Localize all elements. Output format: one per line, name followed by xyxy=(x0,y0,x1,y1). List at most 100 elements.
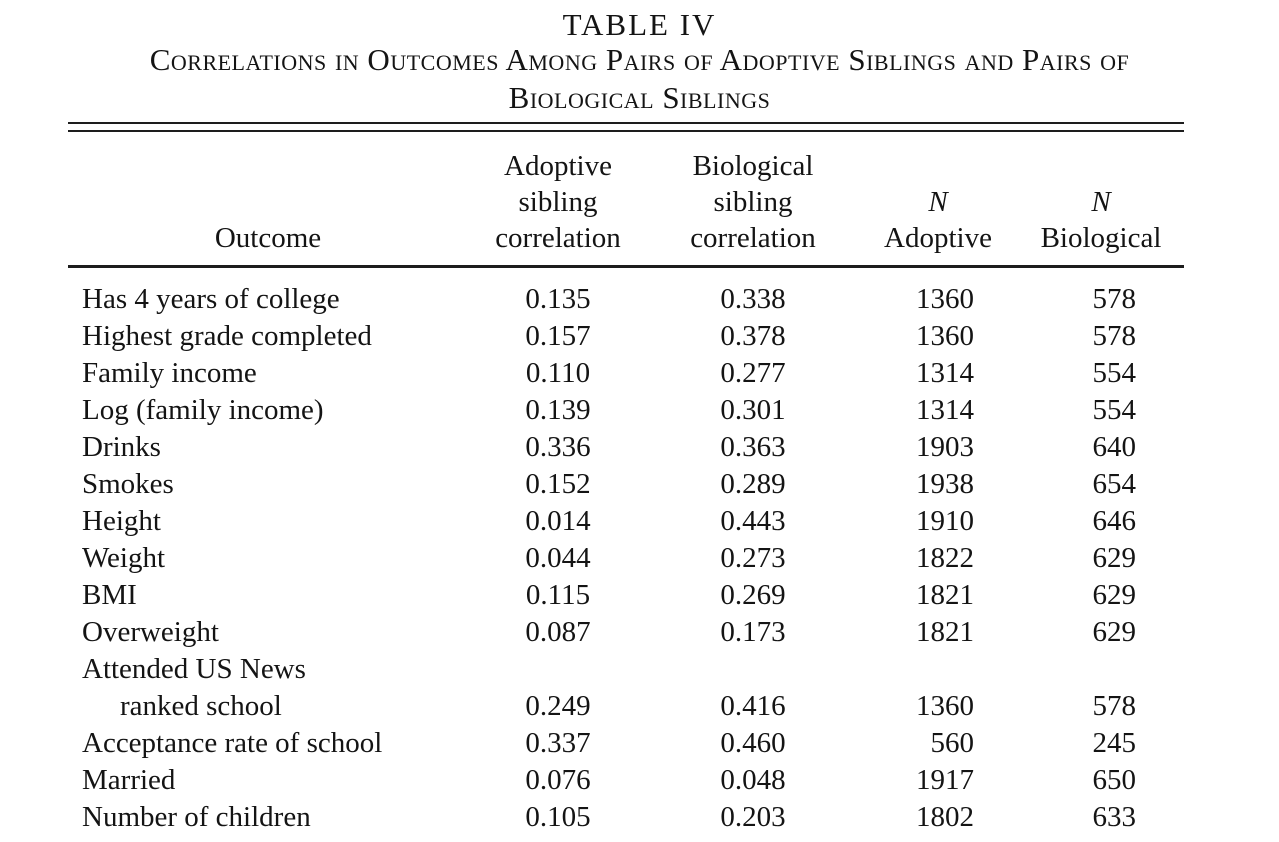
n-adoptive-cell: 1314 xyxy=(916,357,974,389)
n-biological-cell: 646 xyxy=(1092,505,1137,537)
header-line: sibling xyxy=(518,186,598,218)
adoptive-correlation-cell: 0.157 xyxy=(525,320,591,352)
biological-correlation-cell: 0.173 xyxy=(720,616,786,648)
table-row: Log (family income) 0.139 0.301 1314 554 xyxy=(68,392,1184,429)
biological-correlation-cell: 0.378 xyxy=(720,320,786,352)
adoptive-correlation-cell: 0.044 xyxy=(525,542,591,574)
table-body: Has 4 years of college 0.135 0.338 1360 578 H… xyxy=(68,267,1184,837)
table-row: Has 4 years of college 0.135 0.338 1360 578 xyxy=(68,267,1184,319)
column-header-n-biological: N Biological xyxy=(1018,140,1184,268)
n-adoptive-cell: 1360 xyxy=(916,283,974,315)
double-rule xyxy=(68,122,1184,132)
biological-correlation-cell: 0.416 xyxy=(720,690,786,722)
n-adoptive-cell: 1802 xyxy=(916,801,974,833)
biological-correlation-cell: 0.203 xyxy=(720,801,786,833)
n-adoptive-cell: 1360 xyxy=(916,320,974,352)
n-biological-cell: 633 xyxy=(1092,801,1137,833)
column-header-n-adoptive: N Adoptive xyxy=(858,140,1018,268)
header-line: correlation xyxy=(495,222,621,254)
biological-correlation-cell: 0.338 xyxy=(720,283,786,315)
header-line: Biological xyxy=(1040,222,1162,254)
outcome-cell: Height xyxy=(82,505,161,537)
column-header-biological-correlation: Biological sibling correlation xyxy=(648,140,858,268)
n-adoptive-cell: 1314 xyxy=(916,394,974,426)
table-row: Married 0.076 0.048 1917 650 xyxy=(68,762,1184,799)
adoptive-correlation-cell: 0.152 xyxy=(525,468,591,500)
table-row: Weight 0.044 0.273 1822 629 xyxy=(68,540,1184,577)
n-biological-cell: 629 xyxy=(1092,616,1137,648)
biological-correlation-cell xyxy=(648,651,858,688)
biological-correlation-cell: 0.289 xyxy=(720,468,786,500)
biological-correlation-cell: 0.048 xyxy=(720,764,786,796)
table-row: Highest grade completed 0.157 0.378 1360 578 xyxy=(68,318,1184,355)
adoptive-correlation-cell: 0.076 xyxy=(525,764,591,796)
outcome-cell: Smokes xyxy=(82,468,174,500)
n-biological-cell: 629 xyxy=(1092,542,1137,574)
biological-correlation-cell: 0.273 xyxy=(720,542,786,574)
adoptive-correlation-cell: 0.087 xyxy=(525,616,591,648)
n-adoptive-cell: 1910 xyxy=(916,505,974,537)
table-row: Overweight 0.087 0.173 1821 629 xyxy=(68,614,1184,651)
n-adoptive-cell: 1903 xyxy=(916,431,974,463)
outcome-cell: Overweight xyxy=(82,616,219,648)
n-biological-cell: 245 xyxy=(1092,727,1137,759)
n-biological-cell: 650 xyxy=(1092,764,1137,796)
outcome-cell: Drinks xyxy=(82,431,161,463)
biological-correlation-cell: 0.363 xyxy=(720,431,786,463)
table-row: Drinks 0.336 0.363 1903 640 xyxy=(68,429,1184,466)
outcome-cell: Married xyxy=(82,764,176,796)
subtitle-line-2: Biological Siblings xyxy=(508,80,771,115)
n-biological-cell: 578 xyxy=(1092,283,1137,315)
adoptive-correlation-cell: 0.336 xyxy=(525,431,591,463)
n-biological-cell: 654 xyxy=(1092,468,1137,500)
column-header-outcome: Outcome xyxy=(68,140,468,268)
adoptive-correlation-cell: 0.014 xyxy=(525,505,591,537)
table-row: Family income 0.110 0.277 1314 554 xyxy=(68,355,1184,392)
n-adoptive-cell: 1360 xyxy=(916,690,974,722)
n-adoptive-cell: 1822 xyxy=(916,542,974,574)
header-line: sibling xyxy=(713,186,793,218)
n-biological-cell: 629 xyxy=(1092,579,1137,611)
adoptive-correlation-cell: 0.105 xyxy=(525,801,591,833)
outcome-cell: Highest grade completed xyxy=(82,320,372,352)
outcome-cell: Has 4 years of college xyxy=(82,283,340,315)
outcome-cell: Attended US News xyxy=(82,653,306,685)
header-line: Outcome xyxy=(214,222,322,254)
adoptive-correlation-cell: 0.115 xyxy=(525,579,591,611)
biological-correlation-cell: 0.460 xyxy=(720,727,786,759)
biological-correlation-cell: 0.269 xyxy=(720,579,786,611)
n-biological-cell xyxy=(1018,651,1184,688)
adoptive-correlation-cell: 0.110 xyxy=(525,357,591,389)
biological-correlation-cell: 0.443 xyxy=(720,505,786,537)
correlations-table: Outcome Adoptive sibling correlation Bio… xyxy=(68,140,1184,836)
column-header-adoptive-correlation: Adoptive sibling correlation xyxy=(468,140,648,268)
header-line: Adoptive xyxy=(504,150,612,182)
subtitle-line-1: Correlations in Outcomes Among Pairs of … xyxy=(149,42,1130,77)
header-line-italic-n: N xyxy=(928,186,948,218)
n-biological-cell: 554 xyxy=(1092,357,1137,389)
outcome-cell: Acceptance rate of school xyxy=(82,727,383,759)
adoptive-correlation-cell: 0.249 xyxy=(525,690,591,722)
n-adoptive-cell: 1917 xyxy=(916,764,974,796)
outcome-cell: Family income xyxy=(82,357,257,389)
n-adoptive-cell: 1821 xyxy=(916,579,974,611)
n-biological-cell: 640 xyxy=(1092,431,1137,463)
biological-correlation-cell: 0.277 xyxy=(720,357,786,389)
header-line: correlation xyxy=(690,222,816,254)
n-adoptive-cell: 560 xyxy=(930,727,975,759)
header-line: Biological xyxy=(692,150,814,182)
table-row: Height 0.014 0.443 1910 646 xyxy=(68,503,1184,540)
table-row: ranked school 0.249 0.416 1360 578 xyxy=(68,688,1184,725)
adoptive-correlation-cell xyxy=(468,651,648,688)
outcome-cell: BMI xyxy=(82,579,137,611)
n-adoptive-cell: 1938 xyxy=(916,468,974,500)
n-biological-cell: 578 xyxy=(1092,320,1137,352)
biological-correlation-cell: 0.301 xyxy=(720,394,786,426)
table-title: TABLE IV xyxy=(562,7,717,42)
adoptive-correlation-cell: 0.135 xyxy=(525,283,591,315)
outcome-cell: Number of children xyxy=(82,801,311,833)
adoptive-correlation-cell: 0.337 xyxy=(525,727,591,759)
outcome-cell: Weight xyxy=(82,542,166,574)
table-header: Outcome Adoptive sibling correlation Bio… xyxy=(68,140,1184,268)
